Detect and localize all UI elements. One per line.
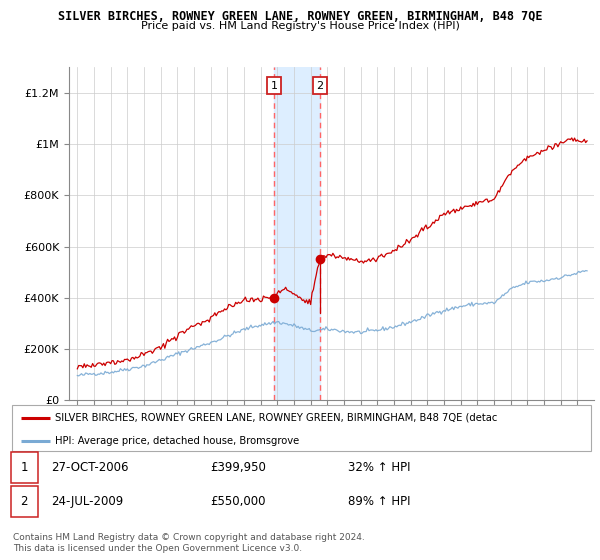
Text: SILVER BIRCHES, ROWNEY GREEN LANE, ROWNEY GREEN, BIRMINGHAM, B48 7QE (detac: SILVER BIRCHES, ROWNEY GREEN LANE, ROWNE… <box>55 413 498 423</box>
Text: 27-OCT-2006: 27-OCT-2006 <box>51 461 128 474</box>
Text: 89% ↑ HPI: 89% ↑ HPI <box>348 494 410 508</box>
Text: £550,000: £550,000 <box>210 494 265 508</box>
Text: 24-JUL-2009: 24-JUL-2009 <box>51 494 123 508</box>
Text: HPI: Average price, detached house, Bromsgrove: HPI: Average price, detached house, Brom… <box>55 436 299 446</box>
Text: Price paid vs. HM Land Registry's House Price Index (HPI): Price paid vs. HM Land Registry's House … <box>140 21 460 31</box>
Bar <box>274 67 320 400</box>
Text: 1: 1 <box>20 461 28 474</box>
Text: £399,950: £399,950 <box>210 461 266 474</box>
Text: 2: 2 <box>20 494 28 508</box>
Text: SILVER BIRCHES, ROWNEY GREEN LANE, ROWNEY GREEN, BIRMINGHAM, B48 7QE: SILVER BIRCHES, ROWNEY GREEN LANE, ROWNE… <box>58 10 542 23</box>
Text: Contains HM Land Registry data © Crown copyright and database right 2024.
This d: Contains HM Land Registry data © Crown c… <box>13 533 365 553</box>
Text: 1: 1 <box>271 81 278 91</box>
Text: 2: 2 <box>316 81 323 91</box>
Text: 32% ↑ HPI: 32% ↑ HPI <box>348 461 410 474</box>
